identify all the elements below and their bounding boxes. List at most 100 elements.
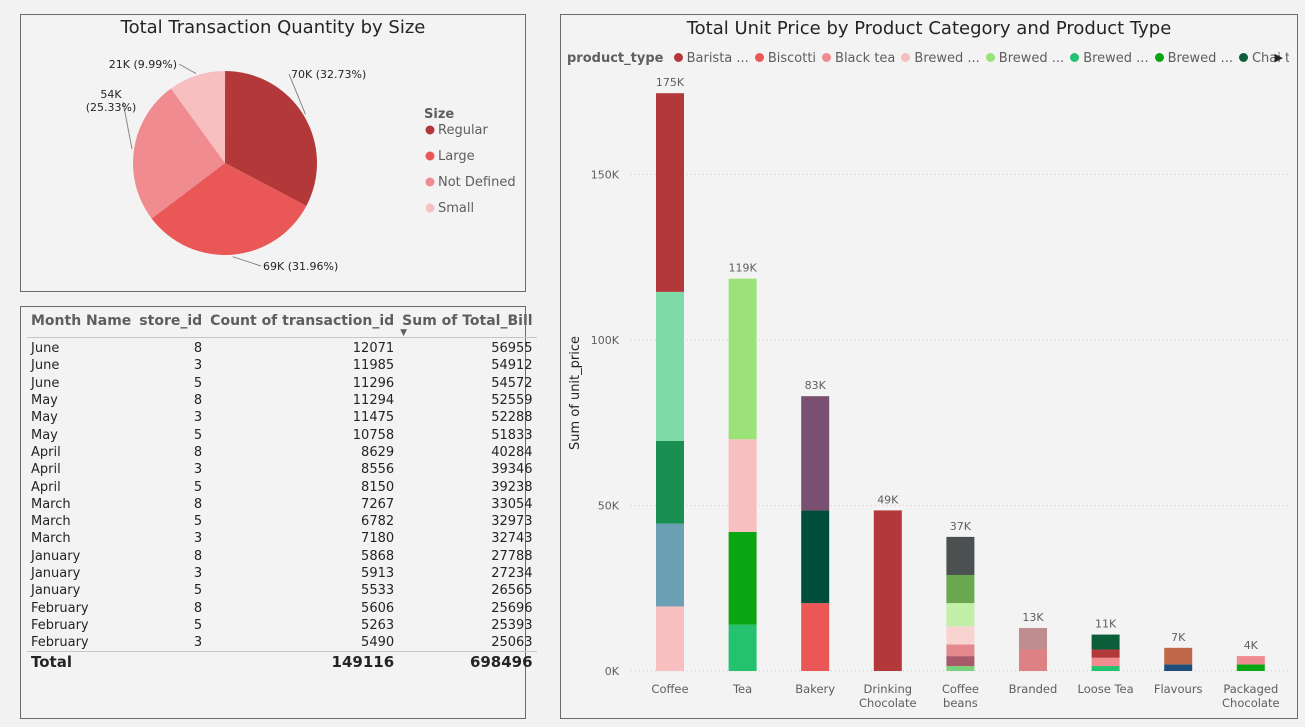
table-row[interactable]: June 5 11296 54572 bbox=[27, 375, 537, 392]
legend-item[interactable]: Black tea bbox=[822, 51, 895, 66]
pie-leader-line bbox=[178, 63, 197, 75]
legend-marker bbox=[754, 53, 764, 62]
pie-legend-item[interactable]: Regular bbox=[438, 123, 489, 138]
table-row[interactable]: May 8 11294 52559 bbox=[27, 392, 537, 409]
bar-segment[interactable] bbox=[728, 624, 757, 671]
bar-segment[interactable] bbox=[656, 93, 684, 292]
bar-segment[interactable] bbox=[873, 510, 902, 671]
bar-total-label: 37K bbox=[950, 520, 972, 533]
legend-item[interactable]: Brewed ... bbox=[1070, 51, 1149, 66]
bar-segment[interactable] bbox=[728, 531, 757, 625]
total-count: 149116 bbox=[206, 651, 399, 673]
bar-segment[interactable] bbox=[946, 666, 975, 671]
bar-segment[interactable] bbox=[1164, 664, 1193, 671]
table-row[interactable]: June 3 11985 54912 bbox=[27, 357, 537, 374]
bar-segment[interactable] bbox=[1019, 649, 1047, 671]
bar-chart-panel: Total Unit Price by Product Category and… bbox=[560, 14, 1298, 719]
cell-count: 7180 bbox=[361, 531, 395, 547]
table-row[interactable]: January 3 5913 27234 bbox=[27, 565, 537, 582]
cell-sum: 51833 bbox=[491, 427, 533, 443]
table-row[interactable]: February 5 5263 25393 bbox=[27, 617, 537, 634]
table-row[interactable]: April 8 8629 40284 bbox=[27, 444, 537, 461]
x-category-label: Chocolate bbox=[1222, 696, 1280, 710]
legend-marker bbox=[822, 53, 832, 62]
pie-legend-marker bbox=[425, 203, 435, 213]
legend-item-label: Brewed ... bbox=[1167, 51, 1233, 66]
table-row[interactable]: February 8 5606 25696 bbox=[27, 599, 537, 616]
pie-legend-marker bbox=[425, 151, 435, 161]
legend-item[interactable]: Biscotti bbox=[754, 51, 816, 66]
table-row[interactable]: April 3 8556 39346 bbox=[27, 461, 537, 478]
bar-segment[interactable] bbox=[1236, 656, 1265, 665]
bar-segment[interactable] bbox=[1164, 647, 1193, 665]
bar-segment[interactable] bbox=[1019, 627, 1047, 650]
x-category-label: Packaged bbox=[1223, 682, 1278, 696]
bar-segment[interactable] bbox=[728, 439, 757, 532]
column-header-count[interactable]: Count of transaction_id bbox=[206, 313, 399, 338]
bar-segment[interactable] bbox=[1091, 657, 1120, 667]
bar-segment[interactable] bbox=[946, 536, 975, 575]
bar-segment[interactable] bbox=[946, 644, 975, 657]
bar-segment[interactable] bbox=[946, 603, 975, 627]
bar-segment[interactable] bbox=[656, 523, 684, 607]
bar-segment[interactable] bbox=[946, 574, 975, 604]
table-row[interactable]: May 5 10758 51833 bbox=[27, 426, 537, 443]
table-row[interactable]: January 5 5533 26565 bbox=[27, 582, 537, 599]
bar-segment[interactable] bbox=[946, 656, 975, 667]
legend-item-label: Black tea bbox=[835, 51, 896, 66]
cell-store-id: 8 bbox=[193, 600, 203, 616]
bar-segment[interactable] bbox=[1091, 649, 1120, 658]
table-row[interactable]: March 3 7180 32743 bbox=[27, 530, 537, 547]
bar-segment[interactable] bbox=[656, 440, 684, 524]
bar-segment[interactable] bbox=[946, 626, 975, 645]
bar-segment[interactable] bbox=[1091, 666, 1120, 671]
table-row[interactable]: April 5 8150 39238 bbox=[27, 478, 537, 495]
cell-month: January bbox=[31, 548, 81, 564]
pie-slice[interactable] bbox=[225, 71, 317, 206]
bar-segment[interactable] bbox=[801, 603, 830, 671]
bar-segment[interactable] bbox=[801, 396, 830, 511]
pie-legend-item[interactable]: Not Defined bbox=[438, 175, 516, 190]
cell-store-id: 8 bbox=[193, 393, 203, 409]
y-axis-label: Sum of unit_price bbox=[568, 336, 583, 450]
bar-segment[interactable] bbox=[1236, 664, 1265, 671]
pie-slice[interactable] bbox=[171, 71, 226, 163]
pie-legend-item[interactable]: Large bbox=[438, 149, 475, 164]
pie-legend-item[interactable]: Small bbox=[438, 201, 474, 216]
bar-total-label: 7K bbox=[1171, 631, 1186, 644]
table-row[interactable]: June 8 12071 56955 bbox=[27, 338, 537, 358]
cell-store-id: 3 bbox=[193, 358, 203, 374]
pie-slice[interactable] bbox=[133, 88, 225, 219]
table-row[interactable]: January 8 5868 27788 bbox=[27, 548, 537, 565]
cell-count: 11294 bbox=[352, 393, 395, 409]
pie-slice[interactable] bbox=[151, 163, 307, 256]
legend-item[interactable]: Brewed ... bbox=[1154, 51, 1233, 66]
column-header-sum[interactable]: Sum of Total_Bill ▼ bbox=[398, 313, 537, 338]
table-row[interactable]: March 5 6782 32973 bbox=[27, 513, 537, 530]
column-header-store[interactable]: store_id bbox=[135, 313, 207, 338]
chevron-right-icon[interactable]: ▶ bbox=[1274, 51, 1283, 64]
table-row[interactable]: March 8 7267 33054 bbox=[27, 496, 537, 513]
bar-segment[interactable] bbox=[1091, 634, 1120, 650]
cell-store-id: 8 bbox=[193, 444, 203, 460]
cell-month: April bbox=[31, 444, 61, 460]
pie-legend-marker bbox=[425, 177, 435, 187]
bar-segment[interactable] bbox=[656, 606, 684, 671]
column-header-month[interactable]: Month Name bbox=[27, 313, 136, 338]
legend-item[interactable]: Chai tea bbox=[1238, 51, 1289, 66]
legend-item[interactable]: Brewed ... bbox=[901, 51, 980, 66]
table-row[interactable]: February 3 5490 25063 bbox=[27, 634, 537, 652]
legend-item[interactable]: Brewed ... bbox=[985, 51, 1064, 66]
legend-marker bbox=[673, 53, 683, 62]
bar-segment[interactable] bbox=[728, 278, 757, 440]
bar-segment[interactable] bbox=[801, 510, 830, 604]
legend-marker bbox=[901, 53, 911, 62]
cell-count: 5263 bbox=[361, 617, 395, 633]
table-row[interactable]: May 3 11475 52288 bbox=[27, 409, 537, 426]
x-category-label: Chocolate bbox=[859, 696, 917, 710]
bar-segment[interactable] bbox=[656, 291, 684, 441]
cell-month: February bbox=[31, 635, 89, 651]
cell-store-id: 3 bbox=[193, 566, 203, 581]
legend-item[interactable]: Barista ... bbox=[673, 51, 749, 66]
y-tick-label: 50K bbox=[598, 499, 620, 512]
